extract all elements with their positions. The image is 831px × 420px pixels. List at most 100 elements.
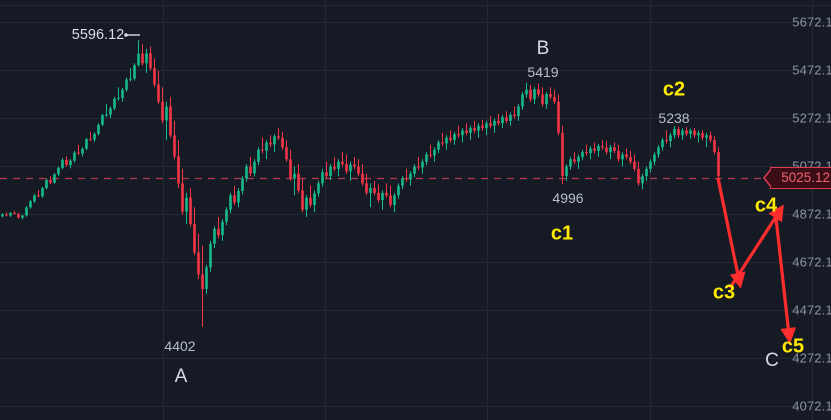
peak-leader-dot xyxy=(124,33,128,37)
candle-body xyxy=(441,142,444,144)
candle-body xyxy=(513,114,516,117)
candle-body xyxy=(525,89,528,95)
candle-body xyxy=(277,136,280,138)
candle-body xyxy=(129,78,132,80)
candle-body xyxy=(13,212,16,215)
candle-body xyxy=(693,130,696,136)
candle-body xyxy=(25,207,28,216)
candle-body xyxy=(461,130,464,136)
candle-body xyxy=(81,148,84,154)
candle-body xyxy=(21,215,24,218)
candle-body xyxy=(297,173,300,191)
candle-body xyxy=(597,146,600,151)
candle-body xyxy=(169,106,172,136)
candle-body xyxy=(417,166,420,168)
candle-body xyxy=(117,97,120,99)
candle-body xyxy=(89,139,92,141)
candle-body xyxy=(681,130,684,136)
candle-body xyxy=(257,149,260,162)
candle-body xyxy=(485,123,488,129)
candle-body xyxy=(201,274,204,289)
candle-body xyxy=(577,156,580,162)
candle-body xyxy=(473,128,476,131)
candle-body xyxy=(381,192,384,201)
candle-body xyxy=(601,146,604,148)
candle-body xyxy=(49,179,52,183)
candle-body xyxy=(369,188,372,193)
candle-body xyxy=(93,133,96,140)
candle-body xyxy=(77,152,80,154)
candle-body xyxy=(181,183,184,212)
candle-body xyxy=(645,168,648,177)
candle-body xyxy=(33,195,36,202)
candle-body xyxy=(385,192,388,196)
candle-body xyxy=(157,84,160,102)
candle-body xyxy=(665,140,668,142)
candle-body xyxy=(405,178,408,180)
candle-body xyxy=(477,125,480,131)
candle-body xyxy=(193,224,196,253)
candle-body xyxy=(673,129,676,136)
candle-body xyxy=(309,197,312,205)
candle-body xyxy=(465,130,468,133)
candle-body xyxy=(261,149,264,151)
candle-body xyxy=(345,164,348,172)
candle-body xyxy=(53,174,56,183)
candle-body xyxy=(613,147,616,151)
candle-body xyxy=(421,161,424,168)
candle-body xyxy=(557,101,560,133)
candle-body xyxy=(105,114,108,116)
candle-body xyxy=(393,195,396,205)
candle-body xyxy=(489,123,492,126)
low-a: 4402 xyxy=(164,338,196,354)
candle-body xyxy=(45,179,48,189)
candle-body xyxy=(249,166,252,174)
candle-body xyxy=(221,221,224,236)
candle-body xyxy=(273,136,276,145)
candle-body xyxy=(41,188,44,197)
candle-body xyxy=(205,267,208,289)
wave-c: C xyxy=(765,350,779,371)
candle-body xyxy=(377,192,380,201)
candle-body xyxy=(237,190,240,203)
candle-body xyxy=(1,214,4,217)
candle-body xyxy=(625,154,628,157)
candle-body xyxy=(705,135,708,138)
candle-body xyxy=(329,166,332,177)
candle-body xyxy=(37,195,40,197)
candle-body xyxy=(533,89,536,100)
candle-body xyxy=(197,252,200,275)
candle-body xyxy=(281,137,284,148)
candle-body xyxy=(333,166,336,169)
candle-body xyxy=(97,124,100,134)
candle-body xyxy=(709,135,712,141)
candle-body xyxy=(229,195,232,210)
candle-body xyxy=(341,161,344,165)
candle-body xyxy=(545,94,548,105)
candle-body xyxy=(137,53,140,66)
candle-body xyxy=(537,89,540,95)
candle-body xyxy=(629,156,632,162)
peak-high: 5596.12 xyxy=(71,27,125,43)
candle-body xyxy=(233,195,236,203)
candle-body xyxy=(321,172,324,184)
candle-body xyxy=(689,130,692,134)
candle-body xyxy=(449,137,452,141)
candle-body xyxy=(389,195,392,205)
candle-body xyxy=(209,243,212,268)
candle-body xyxy=(637,168,640,184)
candle-body xyxy=(617,150,620,160)
candle-body xyxy=(549,94,552,97)
candle-body xyxy=(9,212,12,216)
candle-body xyxy=(593,148,596,151)
candle-body xyxy=(649,161,652,169)
arrow-c3 xyxy=(716,177,746,289)
candle-body xyxy=(289,159,292,179)
candle-body xyxy=(69,160,72,166)
candle-body xyxy=(581,152,584,157)
candle-body xyxy=(141,53,144,64)
candle-body xyxy=(73,152,76,161)
